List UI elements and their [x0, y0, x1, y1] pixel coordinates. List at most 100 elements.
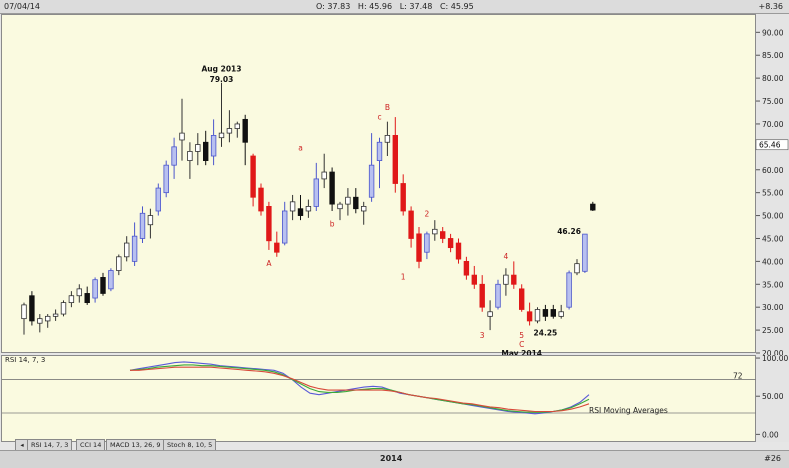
tab-stoch[interactable]: Stoch 8, 10, 5 [163, 439, 217, 450]
candle-body [210, 134, 217, 157]
candle-body [392, 134, 398, 184]
price-panel [1, 14, 756, 353]
footer-year: 2014 [380, 454, 403, 463]
price-axis-tick-label: 40.00 [762, 257, 784, 266]
chart-annotation: 79.03 [210, 75, 234, 84]
rsi-axis-tick-label: 0.00 [762, 430, 779, 439]
candle-body [202, 141, 209, 161]
rsi-series-line [130, 366, 590, 413]
candle-body [45, 315, 51, 322]
candle-body [368, 164, 375, 198]
candle-body [447, 238, 454, 249]
candle-body [526, 311, 533, 322]
price-axis-tick-label: 20.00 [762, 349, 784, 358]
chart-annotation: 1 [401, 273, 406, 282]
rsi-level-label: 72 [733, 371, 743, 380]
header-ohlc: O: 37.83 H: 45.96 L: 37.48 C: 45.95 [316, 2, 474, 11]
candle-body [400, 183, 406, 212]
header-date: 07/04/14 [4, 2, 40, 11]
rsi-axis-tick-label: 50.00 [762, 392, 784, 401]
candle-body [60, 302, 67, 315]
candle-body [337, 203, 343, 210]
candle-body [289, 201, 296, 212]
candle-body [321, 171, 327, 180]
chart-annotation: 3 [480, 331, 485, 340]
price-axis-tick-label: 30.00 [762, 303, 784, 312]
candle-body [408, 210, 414, 239]
chart-annotation: May 2014 [501, 349, 542, 358]
candle-body [163, 164, 169, 194]
price-axis-tick-label: 45.00 [762, 234, 784, 243]
candle-body [226, 128, 233, 134]
candle-body [116, 256, 122, 271]
price-axis-tick-label: 35.00 [762, 280, 784, 289]
candle-body [92, 279, 98, 299]
candle-body [155, 187, 161, 212]
candle-body [353, 196, 359, 210]
tab-cci[interactable]: CCI 14 [76, 439, 106, 450]
candle-body [376, 141, 383, 161]
last-price-label: 65.46 [759, 141, 781, 150]
header-change: +8.36 [758, 2, 783, 11]
candle-body [266, 206, 272, 242]
price-axis [756, 14, 789, 353]
tab-macd[interactable]: MACD 13, 26, 9 [106, 439, 165, 450]
candle-body [471, 274, 477, 285]
candle-body [384, 134, 391, 143]
candle-body [218, 132, 225, 139]
last-price-box [755, 139, 789, 151]
candle-body [345, 196, 351, 205]
candle-body [258, 187, 264, 212]
candle-body [139, 212, 146, 239]
candle-body [590, 203, 596, 211]
candle-body [558, 311, 564, 317]
tab-rsi[interactable]: RSI 14, 7, 3 [27, 439, 73, 450]
footer-page: #26 [764, 454, 781, 463]
candle-body [179, 132, 185, 141]
candle-body [37, 318, 43, 324]
candle-body [76, 288, 82, 297]
chart-annotation: C [519, 340, 524, 349]
candle-body [479, 283, 485, 308]
candle-body [487, 311, 493, 317]
chart-annotation: 4 [504, 252, 509, 261]
candle-body [416, 233, 422, 262]
candle-body [432, 228, 438, 235]
candle-body [108, 270, 114, 290]
candle-body [195, 144, 201, 152]
rsi-panel-title: RSI 14, 7, 3 [5, 356, 46, 364]
candle-body [360, 206, 367, 212]
price-axis-tick-label: 60.00 [762, 166, 784, 175]
chart-annotation: 46.26 [557, 227, 581, 236]
header-bar: 07/04/14 O: 37.83 H: 45.96 L: 37.48 C: 4… [0, 0, 789, 14]
footer-bar: 2014 #26 [0, 450, 789, 468]
price-axis-tick-label: 70.00 [762, 120, 784, 129]
candle-body [534, 309, 541, 322]
candle-body [21, 304, 27, 320]
chart-annotation: 2 [425, 209, 430, 218]
rsi-series-line [129, 364, 590, 413]
chart-annotation: a [298, 144, 303, 153]
chart-annotation: 5 [519, 331, 524, 340]
candle-body [495, 283, 501, 308]
chart-annotation: b [330, 220, 335, 229]
candle-body [84, 293, 90, 304]
price-axis-tick-label: 85.00 [762, 51, 784, 60]
price-axis-tick-label: 55.00 [762, 189, 784, 198]
candle-body [187, 151, 193, 161]
candle-body [542, 309, 549, 317]
chart-annotation: c [377, 112, 381, 121]
rsi-annotation: RSI Moving Averages [589, 406, 668, 415]
candle-body [234, 123, 240, 129]
candle-body [439, 231, 446, 239]
candle-body [52, 313, 59, 317]
price-axis-tick-label: 80.00 [762, 74, 784, 83]
chart-annotation: A [266, 259, 272, 268]
price-axis-tick-label: 50.00 [762, 212, 784, 221]
candle-body [250, 155, 256, 198]
candle-body [511, 274, 517, 285]
chart-annotation: B [385, 103, 390, 112]
candle-body [29, 295, 35, 322]
